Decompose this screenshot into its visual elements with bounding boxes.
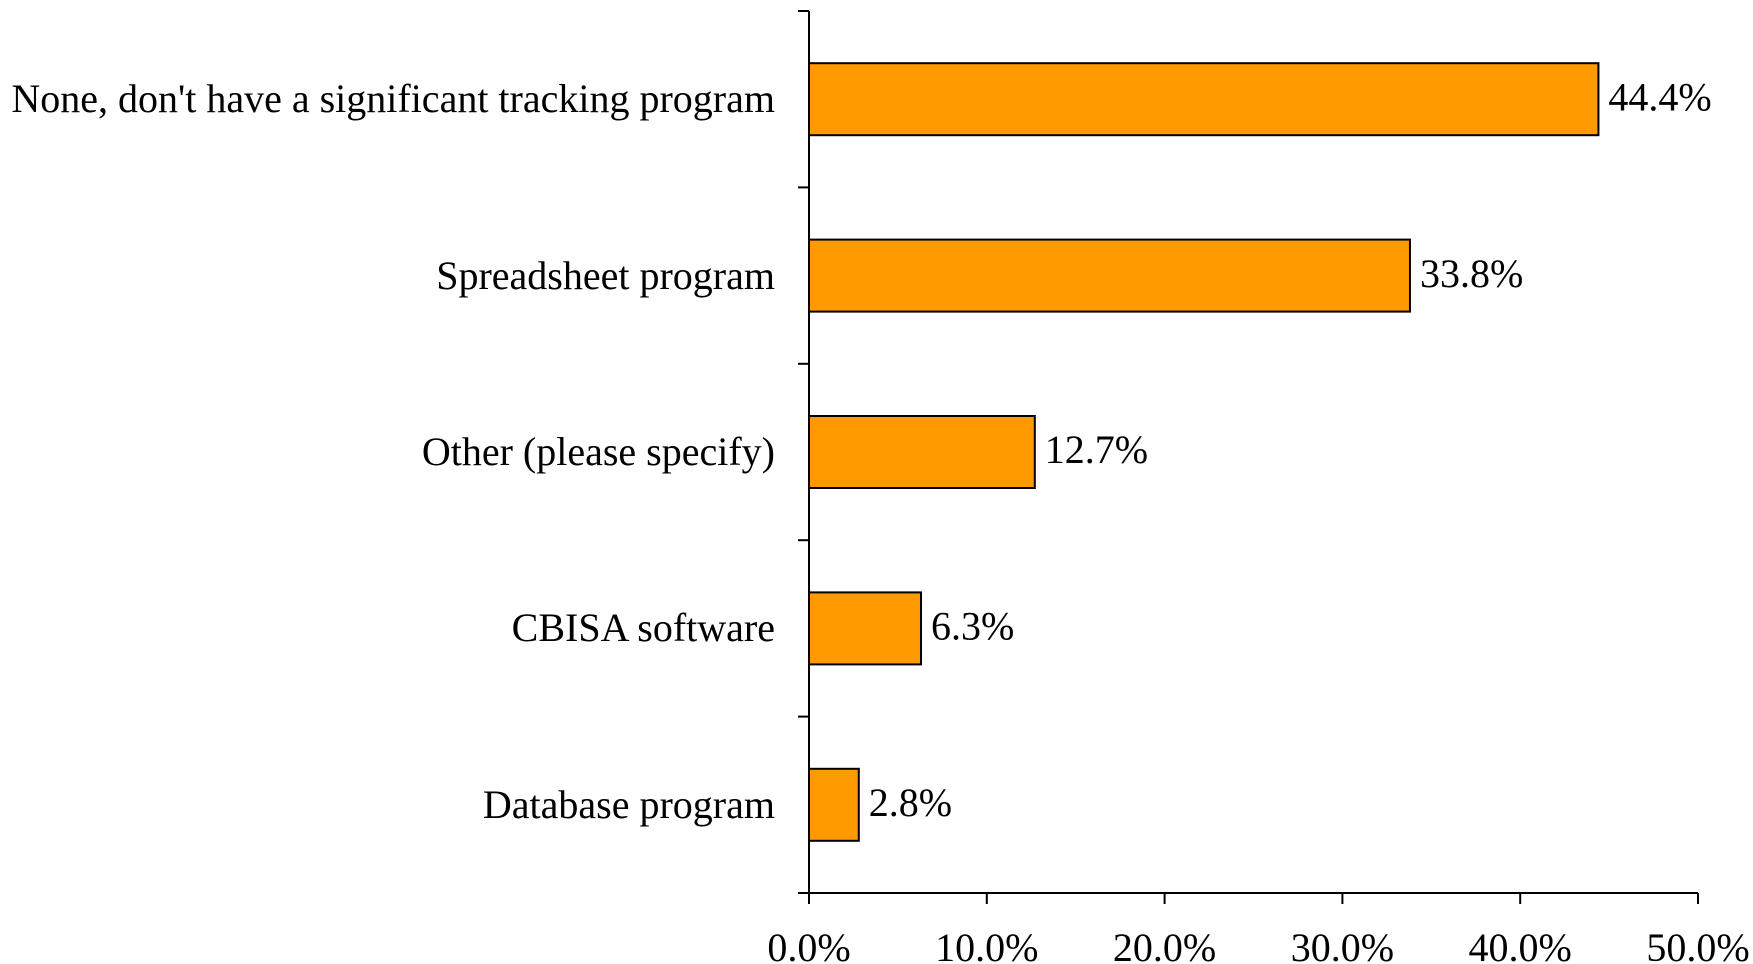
value-label: 44.4% [1608,74,1711,119]
category-label: Database program [482,781,775,827]
category-label-box: Database program [0,780,775,830]
x-tick-label: 20.0% [1113,925,1216,964]
category-label-box: Spreadsheet program [0,251,775,301]
bar [808,62,1600,137]
x-tick-label: 30.0% [1291,925,1394,964]
x-tick-label: 10.0% [935,925,1038,964]
bar [808,591,923,666]
category-label: Spreadsheet program [436,252,775,298]
bar [808,767,860,842]
category-label: Other (please specify) [421,429,775,474]
category-label-box: CBISA software [0,603,775,653]
value-label: 12.7% [1045,427,1148,472]
value-label: 33.8% [1420,251,1523,296]
bar [808,415,1036,489]
x-tick-label: 40.0% [1469,925,1572,964]
category-label-box: Other (please specify) [0,427,775,477]
x-tick-label: 0.0% [767,925,850,964]
category-label: CBISA software [511,605,775,651]
value-label: 2.8% [869,780,952,825]
category-label-box: None, don't have a significant tracking … [0,74,775,124]
category-label: None, don't have a significant tracking … [11,76,775,122]
value-label: 6.3% [931,604,1014,649]
bar [808,238,1411,313]
x-tick-label: 50.0% [1646,925,1749,964]
